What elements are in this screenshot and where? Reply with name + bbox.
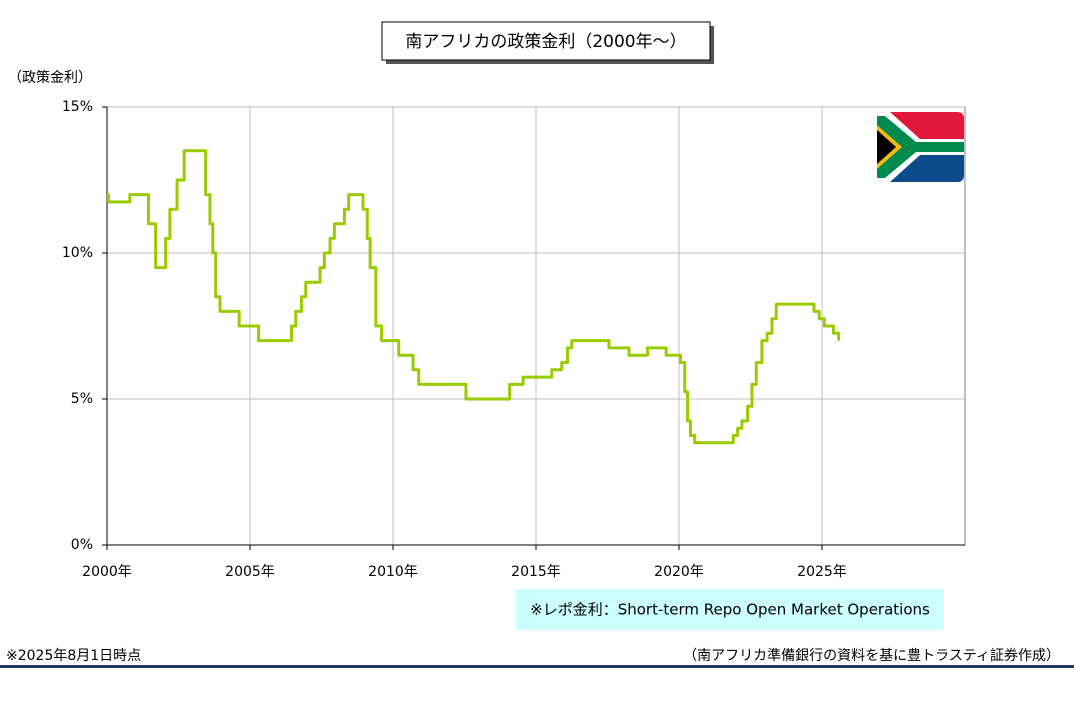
source: （南アフリカ準備銀行の資料を基に豊トラスティ証券作成） [683, 647, 1060, 664]
chart-title: 南アフリカの政策金利（2000年～） [405, 32, 686, 52]
x-tick-label: 2000年 [82, 564, 132, 580]
note: ※レポ金利：Short-term Repo Open Market Operat… [530, 601, 930, 619]
y-tick-label: 0% [71, 537, 93, 553]
x-tick-label: 2010年 [368, 564, 418, 580]
title-box [381, 21, 711, 61]
footer-rule [0, 665, 1074, 668]
x-tick-label: 2015年 [511, 564, 561, 580]
plot-area: 0% 5% 10% 15% 2000年 2005年 2010年 2015年 2020年 2025年 [62, 99, 966, 580]
y-tick-label: 5% [71, 391, 93, 407]
as-of: ※2025年8月1日時点 [6, 648, 141, 664]
line [106, 149, 841, 445]
x-tick-label: 2020年 [654, 564, 704, 580]
note-box [516, 589, 944, 630]
y-tick-label: 15% [62, 99, 93, 115]
x-tick-label: 2005年 [225, 564, 275, 580]
flag [877, 112, 964, 182]
y-tick-label: 10% [62, 245, 93, 261]
x-tick-label: 2025年 [797, 564, 847, 580]
y-axis-label: （政策金利） [8, 69, 92, 86]
